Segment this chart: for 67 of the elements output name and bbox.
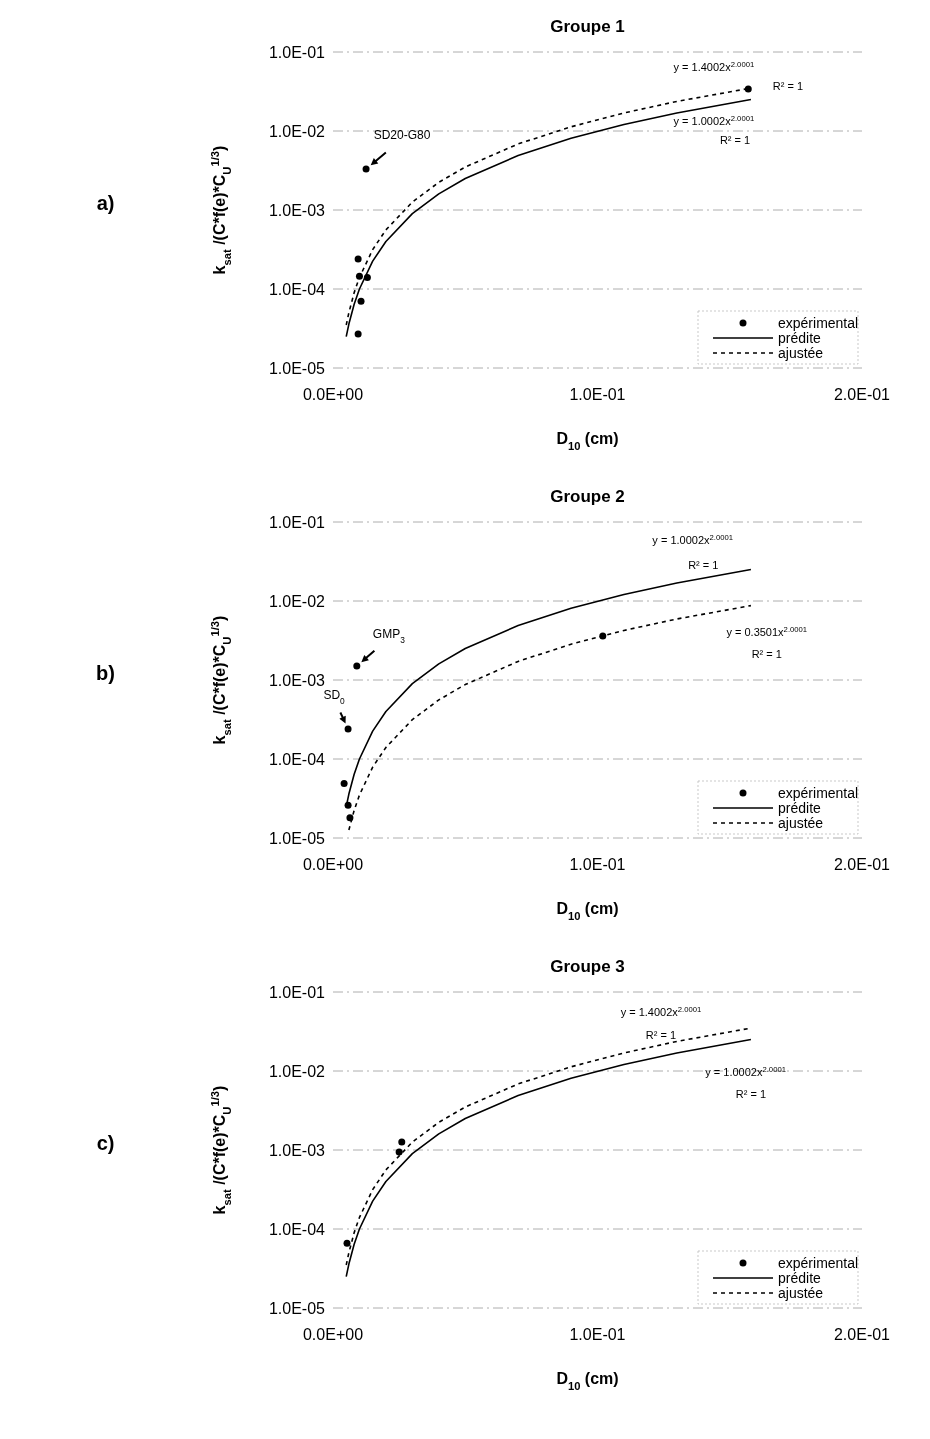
chart-title: Groupe 2	[550, 487, 625, 506]
annotation: SD20-G80	[373, 128, 431, 143]
annotation: SD$_{0}$	[323, 687, 346, 706]
text: c)	[96, 1132, 115, 1154]
text: b)	[96, 662, 115, 684]
legend-label: ajustée	[778, 815, 824, 831]
point	[357, 297, 365, 305]
annotation: R² = 1	[719, 133, 751, 146]
chart-title: Groupe 1	[550, 17, 625, 36]
y-tick-label: 1.0E-02	[268, 593, 326, 610]
chart-title: Groupe 3	[550, 957, 625, 976]
y-tick-label: 1.0E-02	[268, 123, 326, 140]
x-tick-label: 2.0E-01	[833, 1326, 891, 1343]
annotation: R² = 1	[688, 559, 719, 572]
x-tick-label: 2.0E-01	[833, 856, 891, 873]
annotation: y = 1.0002x$^{2.0001}$	[652, 532, 734, 547]
y-tick-label: 1.0E-05	[268, 360, 326, 377]
point	[362, 165, 370, 173]
y-tick-label: 1.0E-04	[268, 281, 326, 298]
annotation: R² = 1	[735, 1087, 767, 1100]
x-tick-label: 0.0E+00	[302, 1326, 364, 1343]
x-tick-label: 1.0E-01	[569, 386, 626, 403]
x-tick-label: 0.0E+00	[302, 856, 364, 873]
point	[395, 1148, 403, 1156]
legend-label: expérimental	[778, 785, 859, 801]
annotation: GMP$_{3}$	[372, 627, 406, 646]
x-tick-label: 2.0E-01	[833, 386, 891, 403]
y-tick-label: 1.0E-03	[268, 202, 326, 219]
y-tick-label: 1.0E-05	[268, 830, 326, 847]
annotation: y = 1.0002x$^{2.0001}$	[673, 113, 755, 127]
x-axis-title: D$_{10}$ (cm)	[556, 1370, 619, 1392]
legend-label: ajustée	[778, 345, 824, 361]
annotation: y = 1.0002x$^{2.0001}$	[705, 1064, 786, 1078]
annotation: y = 1.4002x$^{2.0001}$	[673, 59, 755, 73]
legend-label: prédite	[778, 800, 822, 816]
legend-label: expérimental	[778, 1255, 859, 1271]
y-tick-label: 1.0E-01	[268, 514, 326, 531]
x-tick-label: 1.0E-01	[569, 856, 626, 873]
annotation: y = 1.4002x$^{2.0001}$	[620, 1004, 702, 1018]
x-axis-title: D$_{10}$ (cm)	[556, 900, 619, 922]
legend-label: prédite	[778, 330, 822, 346]
point	[354, 330, 362, 338]
x-tick-label: 0.0E+00	[302, 386, 364, 403]
x-tick-label: 1.0E-01	[569, 1326, 626, 1343]
x-axis-title: D$_{10}$ (cm)	[556, 430, 619, 452]
point	[344, 725, 352, 733]
annotation: R² = 1	[772, 79, 804, 92]
y-tick-label: 1.0E-03	[268, 1142, 326, 1159]
legend-label: expérimental	[778, 315, 859, 331]
point	[340, 779, 348, 787]
point	[343, 1239, 351, 1247]
point	[353, 662, 361, 670]
y-tick-label: 1.0E-02	[268, 1063, 326, 1080]
legend-label: ajustée	[778, 1285, 824, 1301]
point	[354, 255, 362, 263]
y-tick-label: 1.0E-04	[268, 751, 326, 768]
y-tick-label: 1.0E-05	[268, 1300, 326, 1317]
y-tick-label: 1.0E-01	[268, 984, 326, 1001]
y-tick-label: 1.0E-01	[268, 44, 326, 61]
y-tick-label: 1.0E-04	[268, 1221, 326, 1238]
point	[398, 1138, 406, 1146]
annotation: R² = 1	[645, 1029, 677, 1042]
text: a)	[96, 192, 115, 214]
annotation: R² = 1	[751, 647, 782, 660]
y-tick-label: 1.0E-03	[268, 672, 326, 689]
legend-label: prédite	[778, 1270, 822, 1286]
annotation: y = 0.3501x$^{2.0001}$	[726, 624, 808, 638]
